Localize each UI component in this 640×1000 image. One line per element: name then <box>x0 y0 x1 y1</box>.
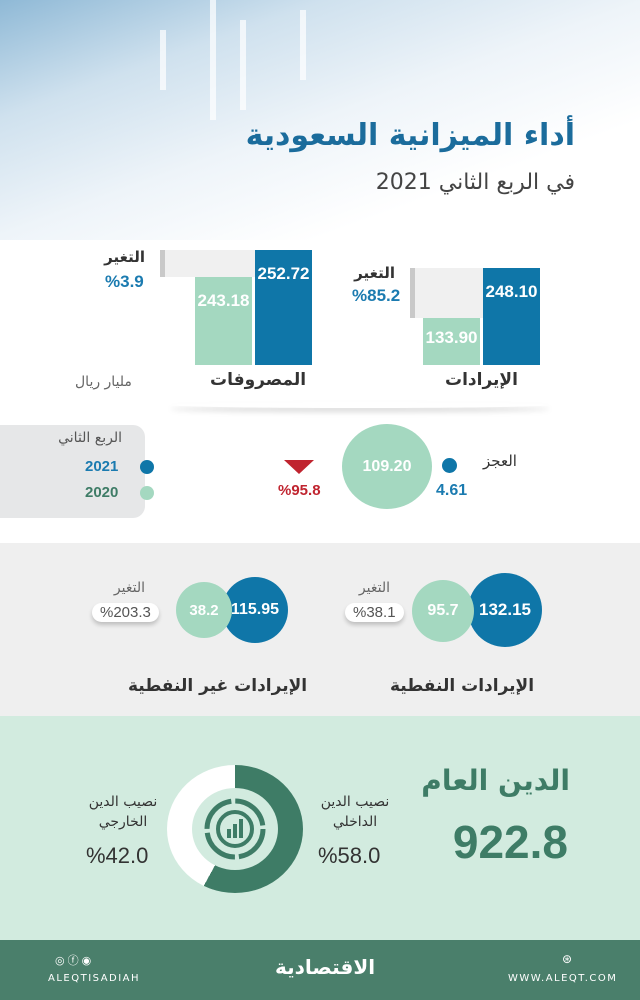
domestic-share: %58.0 <box>318 843 381 868</box>
debt-total: 922.8 <box>452 816 568 868</box>
oil-label: الإيرادات النفطية <box>390 676 535 696</box>
oil-2021-circle: 132.15 <box>468 573 542 647</box>
nonoil-2021-circle: 115.95 <box>222 577 288 643</box>
facebook-icon[interactable]: ⓕ <box>67 954 82 967</box>
deficit-change: %95.8 <box>278 482 321 499</box>
revenues-2021-bar: 248.10 <box>483 268 540 365</box>
expenses-change: %3.9 <box>105 272 144 291</box>
legend-2020: 2020 <box>85 484 119 501</box>
change-band <box>410 268 483 318</box>
debt-icon <box>192 788 278 870</box>
twitter-icon[interactable]: ◉ <box>81 954 95 967</box>
expenses-change-label: التغير <box>104 248 145 266</box>
header-background <box>0 0 640 240</box>
page-title: أداء الميزانية السعودية <box>245 118 575 153</box>
debt-section <box>0 716 640 940</box>
website-link[interactable]: WWW.ALEQT.COM <box>508 973 618 984</box>
web-icon: ⊛ <box>562 952 573 966</box>
footer <box>0 940 640 1000</box>
legend-2021: 2021 <box>85 458 119 475</box>
revenues-change: %85.2 <box>352 286 401 305</box>
expenses-2020-bar: 243.18 <box>195 277 252 365</box>
oil-section <box>0 543 640 716</box>
deficit-2021-dot <box>442 458 457 473</box>
instagram-icon[interactable]: ◎ <box>55 954 68 967</box>
expenses-2021-bar: 252.72 <box>255 250 312 365</box>
change-band <box>160 250 255 277</box>
unit-label: مليار ريال <box>75 374 132 390</box>
nonoil-change: %203.3 <box>92 603 159 622</box>
divider-shadow <box>170 402 550 408</box>
legend-box <box>0 425 145 518</box>
nonoil-label: الإيرادات غير النفطية <box>128 676 308 696</box>
revenues-change-label: التغير <box>354 264 395 282</box>
legend-2020-dot <box>140 486 154 500</box>
deficit-label: العجز <box>483 452 517 470</box>
social-icons[interactable]: ◎ⓕ◉ <box>55 952 94 968</box>
domestic-label: نصيب الدين الداخلي <box>320 794 390 830</box>
deficit-2020-circle: 109.20 <box>342 424 432 509</box>
revenues-2020-bar: 133.90 <box>423 318 480 365</box>
legend-title: الربع الثاني <box>58 430 122 446</box>
down-arrow-icon <box>284 460 314 474</box>
deficit-2021: 4.61 <box>436 482 468 499</box>
nonoil-change-label: التغير <box>113 580 145 596</box>
social-handle[interactable]: ALEQTISADIAH <box>48 973 141 984</box>
nonoil-2020-circle: 38.2 <box>176 582 232 638</box>
oil-change: %38.1 <box>345 603 404 622</box>
external-share: %42.0 <box>86 843 149 868</box>
oil-change-label: التغير <box>358 580 390 596</box>
oil-2020-circle: 95.7 <box>412 580 474 642</box>
legend-2021-dot <box>140 460 154 474</box>
debt-title: الدين العام <box>421 764 570 797</box>
page-subtitle: في الربع الثاني 2021 <box>375 170 575 195</box>
expenses-label: المصروفات <box>210 370 307 390</box>
revenues-label: الإيرادات <box>445 370 518 390</box>
external-label: نصيب الدين الخارجي <box>88 794 158 830</box>
logo: الاقتصادية <box>275 955 376 979</box>
